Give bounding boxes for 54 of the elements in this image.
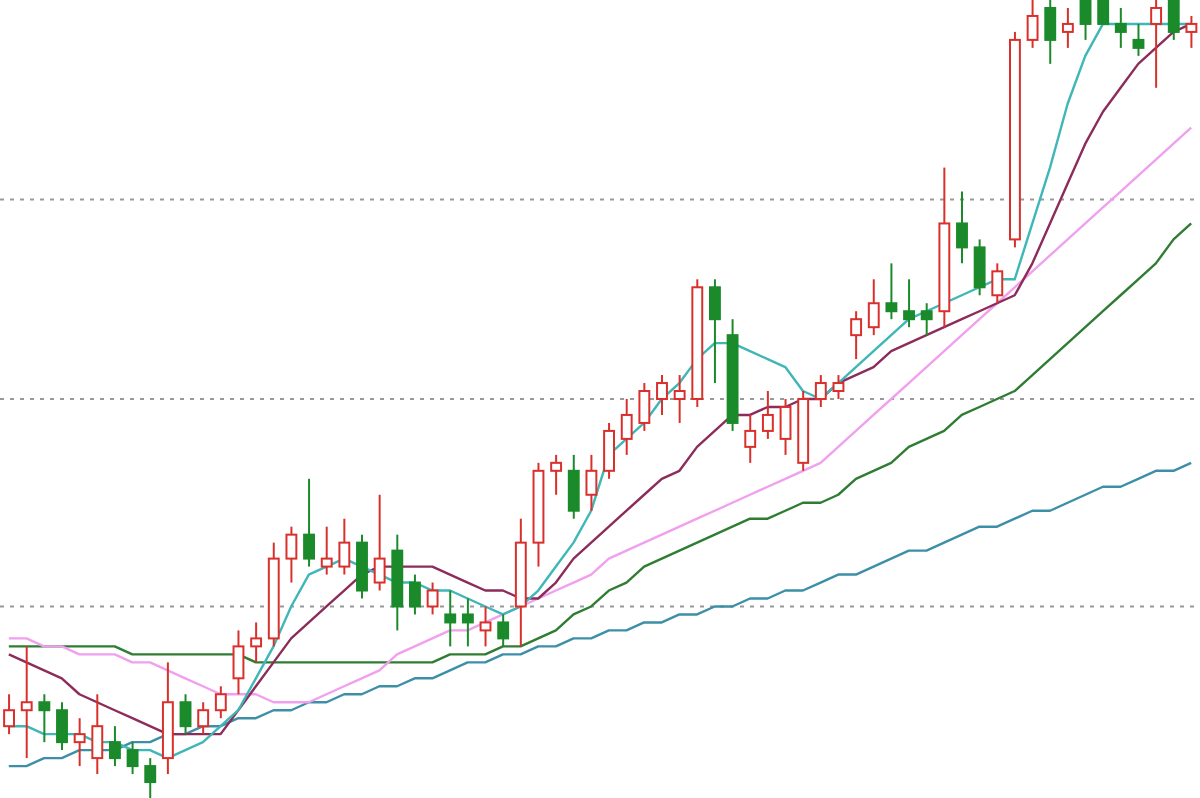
candlestick	[1044, 0, 1057, 65]
candlestick	[1079, 0, 1092, 41]
candlestick	[409, 573, 421, 616]
candlestick	[550, 453, 563, 496]
candlestick	[1061, 6, 1074, 49]
candlestick	[991, 262, 1004, 305]
candlestick	[444, 589, 457, 648]
candlestick	[126, 741, 139, 776]
candlestick	[620, 398, 633, 456]
candlestick	[656, 374, 668, 416]
candlestick	[232, 629, 245, 696]
candlestick	[779, 398, 792, 456]
candlestick	[497, 613, 510, 648]
candlestick	[1114, 6, 1127, 49]
candlestick	[1167, 0, 1180, 41]
candlestick	[285, 525, 298, 584]
candlestick	[920, 302, 933, 337]
candlestick	[20, 645, 33, 760]
candlestick	[603, 421, 615, 480]
candlestick	[356, 533, 368, 600]
candlestick	[867, 278, 880, 337]
candlestick	[303, 477, 315, 568]
candlestick	[250, 621, 263, 664]
candlestick	[832, 374, 845, 400]
candlestick	[956, 190, 968, 265]
candlestick	[973, 238, 986, 297]
candlestick	[638, 382, 651, 432]
candlestick	[761, 390, 774, 440]
candlestick	[709, 278, 721, 385]
candlestick	[214, 685, 227, 720]
candlestick	[814, 374, 827, 408]
candlestick	[144, 757, 157, 798]
candlestick	[373, 493, 386, 592]
candlestick	[885, 262, 898, 321]
candlestick	[673, 374, 686, 424]
candlestick	[1132, 22, 1145, 57]
candlestick	[850, 310, 863, 361]
candlestick	[461, 597, 474, 648]
candlestick	[320, 525, 333, 576]
candlestick	[179, 693, 192, 736]
candlestick	[91, 693, 104, 776]
candlestick	[38, 693, 51, 744]
candlestick	[197, 701, 210, 736]
candlestick	[426, 581, 439, 616]
candlestick	[1097, 0, 1110, 25]
candlestick	[73, 717, 86, 768]
candlestick	[338, 517, 351, 576]
candlestick	[479, 605, 492, 648]
candlestick	[109, 725, 121, 768]
candlestick	[903, 278, 915, 329]
candlestick	[567, 453, 580, 520]
candlestick	[585, 453, 598, 512]
candlestick	[744, 413, 757, 464]
candlestick	[56, 701, 68, 752]
